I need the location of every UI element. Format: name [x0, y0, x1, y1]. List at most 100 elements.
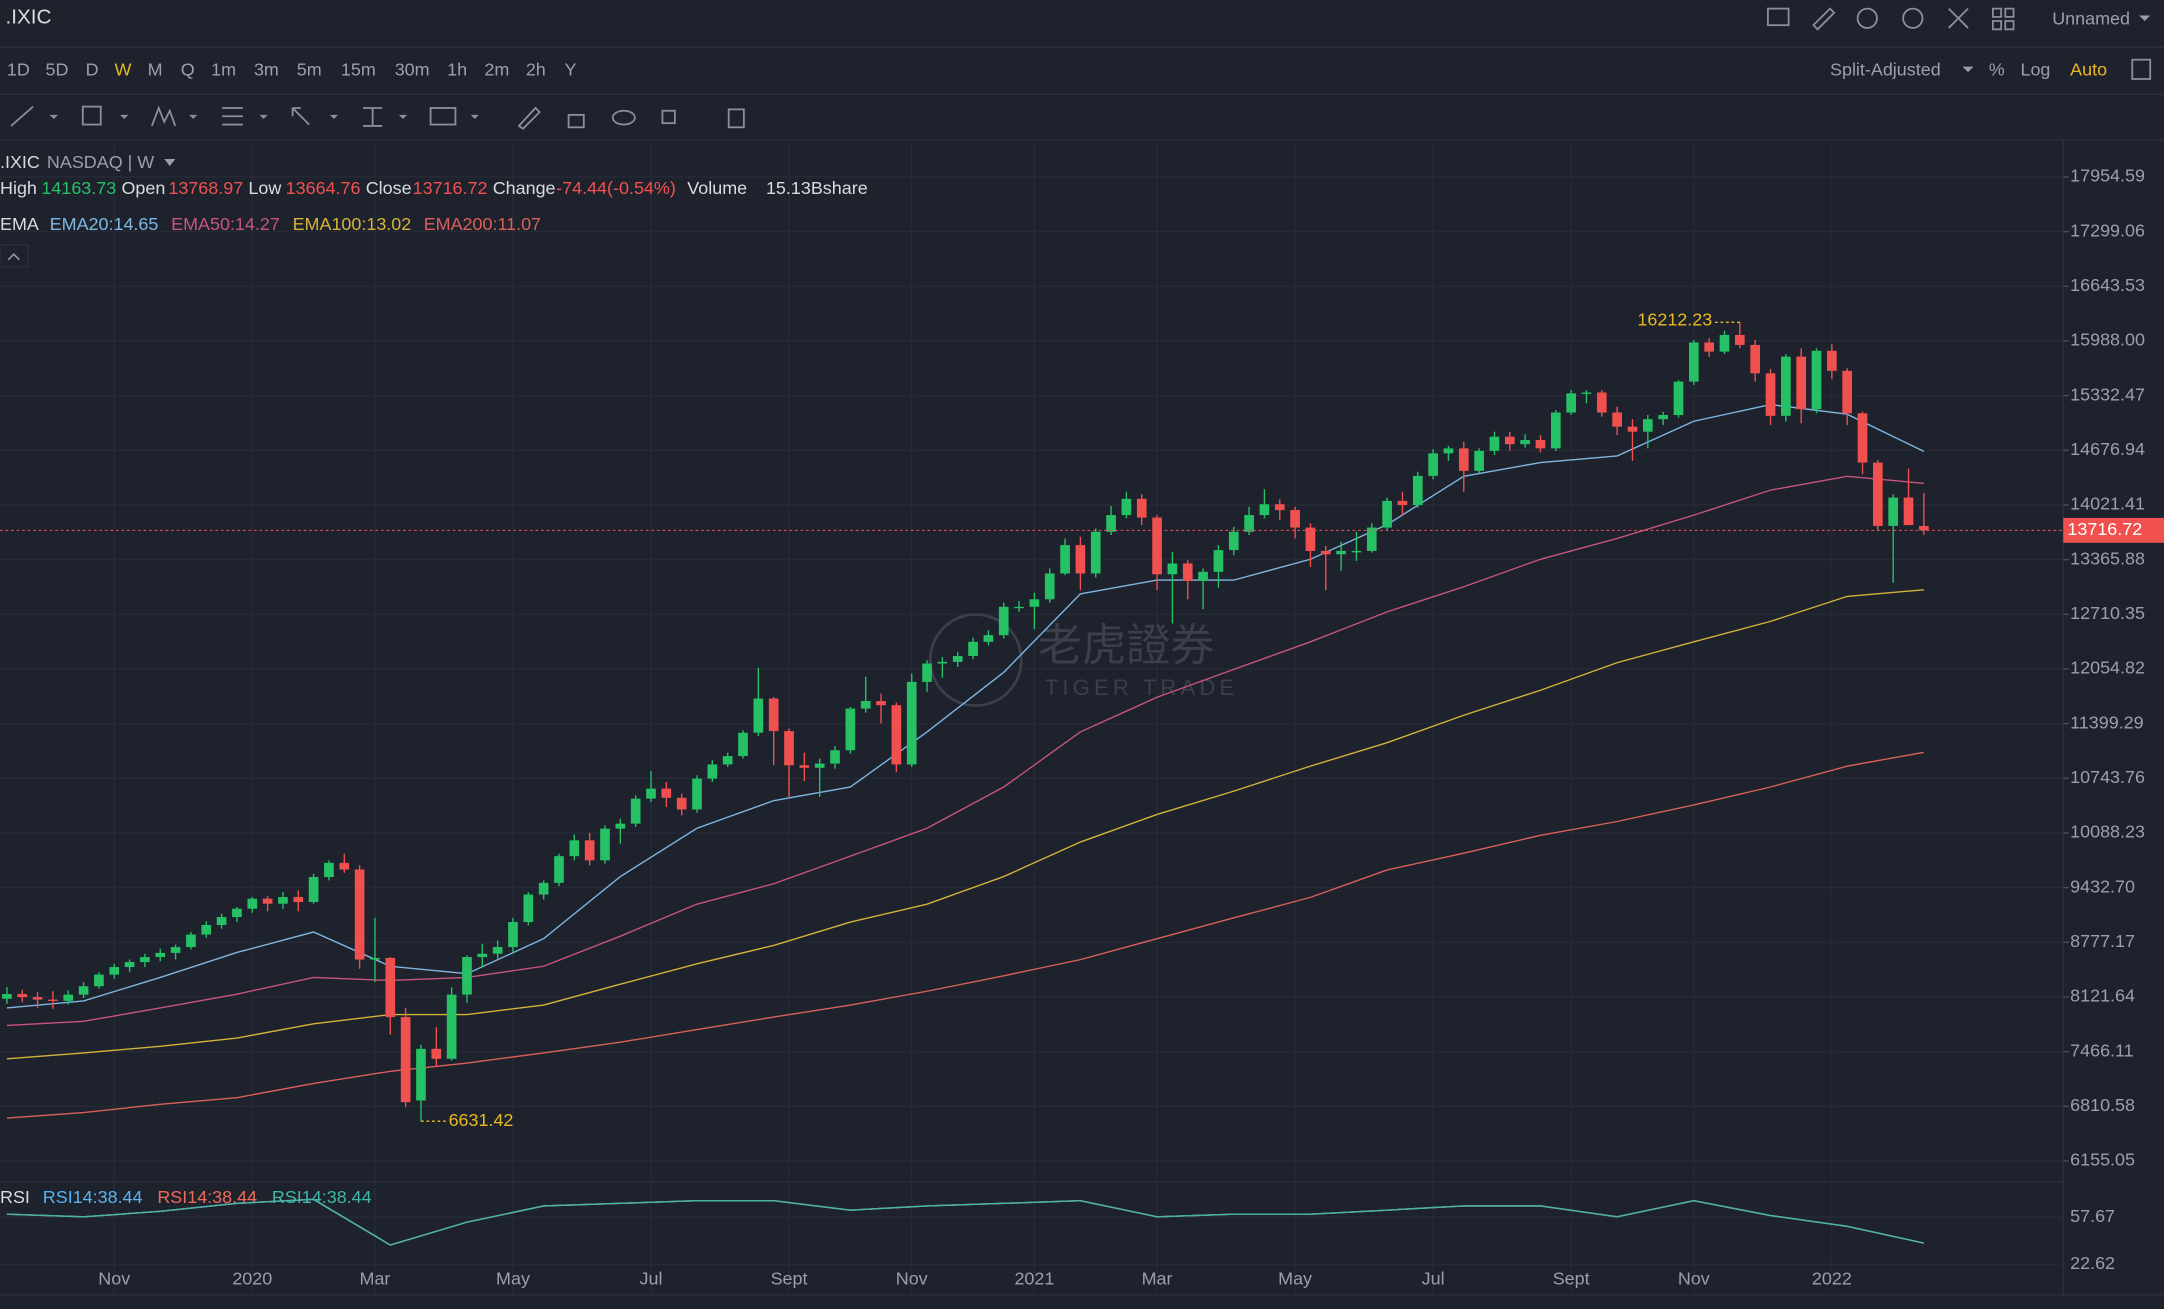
- candle-body: [1014, 606, 1024, 609]
- period-button[interactable]: Y: [564, 59, 576, 79]
- tool-eye[interactable]: [611, 109, 636, 126]
- period-button[interactable]: 3m: [254, 59, 279, 79]
- fullscreen[interactable]: [2131, 58, 2152, 80]
- icon[interactable]: [1902, 7, 1924, 29]
- y-tick-label: 14021.41: [2070, 494, 2145, 514]
- legend-value: 13664.76: [286, 178, 361, 198]
- tool-lock[interactable]: [567, 113, 585, 129]
- x-tick-label: Jul: [640, 1268, 663, 1288]
- period-button[interactable]: 1h: [447, 59, 467, 79]
- candle-body: [1612, 412, 1622, 427]
- candle-body: [247, 898, 258, 909]
- candle-body: [308, 877, 319, 903]
- watermark-logo: [928, 613, 1023, 707]
- candle-body: [1520, 440, 1530, 445]
- candle-body: [630, 798, 641, 824]
- collapse-button[interactable]: [0, 243, 29, 268]
- legend-label: Low: [248, 178, 281, 198]
- candle-body: [676, 797, 687, 810]
- period-button[interactable]: 2h: [526, 59, 546, 79]
- candle-body: [1228, 531, 1239, 551]
- tool-measure[interactable]: [362, 107, 383, 127]
- tool-rect[interactable]: [81, 105, 102, 126]
- period-button[interactable]: 5m: [297, 59, 322, 79]
- period-button[interactable]: M: [148, 59, 163, 79]
- candle-body: [753, 698, 764, 733]
- candle-body: [1152, 517, 1162, 575]
- period-button[interactable]: 5D: [46, 59, 69, 79]
- y-tick-label: 10743.76: [2070, 767, 2145, 787]
- period-button[interactable]: D: [86, 59, 99, 79]
- candle-body: [1873, 462, 1883, 526]
- auto-toggle[interactable]: Auto: [2070, 59, 2107, 79]
- tool-arrow[interactable]: [291, 107, 310, 126]
- candle-body: [370, 957, 380, 960]
- last-price-tag: [2063, 517, 2164, 543]
- watermark: TIGER TRADE: [1045, 675, 1239, 700]
- icon[interactable]: [1856, 7, 1878, 29]
- y-tick-label: 9432.70: [2070, 876, 2135, 896]
- tool-fib[interactable]: [222, 107, 243, 126]
- adjust-menu[interactable]: Split-Adjusted: [1830, 59, 1941, 79]
- icon[interactable]: [1812, 7, 1836, 31]
- candle-body: [170, 947, 181, 953]
- indicator-line: [6, 403, 1925, 1009]
- period-button[interactable]: 30m: [395, 59, 430, 79]
- candle-body: [784, 731, 794, 766]
- drawing-tools[interactable]: [10, 105, 745, 130]
- x-tick-label: Sept: [1553, 1268, 1590, 1288]
- period-button[interactable]: 1D: [7, 59, 30, 79]
- candle-body: [1903, 497, 1914, 526]
- caret[interactable]: [49, 114, 479, 120]
- candle-body: [707, 764, 718, 779]
- tool-copy[interactable]: [661, 109, 676, 125]
- indicator-line: [6, 475, 1924, 1027]
- icon[interactable]: [1767, 7, 1790, 27]
- period-button[interactable]: Q: [181, 59, 195, 79]
- percent-toggle[interactable]: %: [1989, 59, 2005, 79]
- icon[interactable]: [1991, 7, 2015, 31]
- candle-body: [983, 635, 994, 642]
- candle-body: [554, 856, 564, 883]
- candle-body: [1550, 412, 1561, 449]
- candle-body: [462, 957, 472, 995]
- last-price-label: 13716.72: [2067, 519, 2142, 539]
- x-tick-label: Nov: [896, 1268, 928, 1288]
- candle-body: [1842, 370, 1853, 414]
- legend-entry: RSI14:38.44: [43, 1187, 143, 1207]
- layout-menu[interactable]: Unnamed: [2052, 8, 2130, 28]
- period-button[interactable]: W: [115, 59, 132, 79]
- icon[interactable]: [1948, 7, 1969, 29]
- candle-body: [278, 897, 288, 904]
- candle-body: [615, 823, 626, 829]
- candle-body: [63, 994, 74, 1001]
- tool-line[interactable]: [10, 105, 34, 127]
- candle-body: [1259, 504, 1270, 516]
- candle-body: [78, 986, 89, 995]
- candle-body: [661, 788, 672, 798]
- candle-body: [232, 908, 242, 918]
- tool-pattern[interactable]: [150, 105, 177, 127]
- candle-body: [1274, 504, 1285, 511]
- tool-pen[interactable]: [517, 106, 541, 130]
- y-tick-label: 15988.00: [2070, 330, 2145, 350]
- x-tick-label: May: [1278, 1268, 1312, 1288]
- candle-body: [339, 862, 350, 870]
- candle-body: [1029, 599, 1040, 607]
- y-tick-label: 17954.59: [2070, 166, 2145, 186]
- period-button[interactable]: 15m: [341, 59, 376, 79]
- candle-body: [584, 840, 595, 861]
- tool-delete[interactable]: [727, 108, 745, 129]
- tool-text[interactable]: [429, 107, 457, 126]
- period-button[interactable]: 2m: [484, 59, 509, 79]
- candle-body: [1167, 563, 1178, 575]
- top-icons[interactable]: [1767, 7, 2015, 31]
- candle-body: [952, 656, 963, 662]
- candle-body: [109, 967, 120, 975]
- period-button[interactable]: 1m: [211, 59, 236, 79]
- candle-body: [845, 708, 856, 751]
- log-toggle[interactable]: Log: [2020, 59, 2050, 79]
- candle-body: [1811, 350, 1822, 410]
